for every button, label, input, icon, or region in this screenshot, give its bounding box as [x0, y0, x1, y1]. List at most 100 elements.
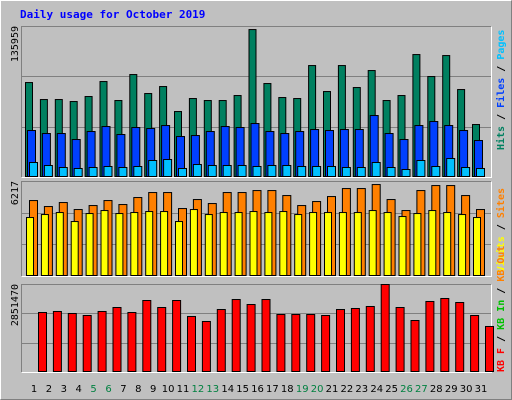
x-tick-label: 13 — [206, 384, 219, 395]
bar — [321, 314, 331, 373]
bar — [103, 166, 113, 178]
x-tick-label: 6 — [105, 384, 111, 395]
bar — [204, 214, 213, 276]
x-tick-label: 28 — [430, 384, 443, 395]
bar — [312, 166, 322, 178]
bar — [187, 315, 196, 372]
legend-entry: Sites — [495, 188, 507, 218]
bar — [145, 211, 154, 277]
legend: KB F / KB In / KB Out — [496, 246, 507, 372]
bar — [336, 309, 345, 373]
bar — [380, 284, 390, 372]
y-tick-label: 2851470 — [10, 284, 21, 326]
legend: Hits / Files / Pages — [495, 30, 507, 150]
bar — [279, 211, 288, 277]
bar — [297, 166, 307, 178]
legend-entry: Visits — [495, 236, 507, 272]
bar — [455, 302, 465, 372]
x-tick-label: 27 — [415, 384, 428, 395]
x-tick-label: 2 — [46, 384, 52, 395]
bar — [425, 300, 435, 373]
bar — [461, 167, 471, 177]
bar — [413, 213, 422, 277]
legend-separator: / — [496, 330, 507, 348]
bar — [395, 307, 405, 373]
bar — [142, 300, 152, 372]
x-tick-label: 5 — [90, 384, 96, 395]
bar — [246, 304, 256, 372]
x-tick-label: 11 — [177, 384, 190, 395]
bar — [386, 167, 396, 177]
bar — [115, 213, 124, 277]
bar — [252, 166, 262, 178]
panel-bevel-dark — [21, 26, 492, 178]
legend-entry: KB F — [496, 348, 507, 372]
bar — [163, 159, 173, 178]
legend-entry: Hits — [495, 126, 507, 150]
bar — [446, 158, 456, 177]
bar — [291, 314, 301, 372]
panel-bevel-light — [21, 284, 492, 373]
bar — [443, 212, 452, 276]
bar — [431, 166, 441, 178]
bar — [133, 166, 143, 178]
bar — [58, 167, 68, 177]
bar — [175, 221, 183, 276]
bar — [73, 168, 83, 178]
bar — [67, 312, 77, 373]
bar — [309, 212, 318, 276]
bar — [216, 309, 226, 373]
bar — [353, 212, 362, 276]
x-tick-label: 16 — [251, 384, 264, 395]
bar — [234, 212, 243, 276]
bar — [473, 217, 481, 276]
bar — [365, 305, 375, 372]
x-tick-label: 29 — [445, 384, 458, 395]
bar — [470, 314, 480, 373]
bar — [410, 319, 420, 372]
bar — [276, 314, 286, 372]
x-tick-label: 15 — [236, 384, 249, 395]
bar — [261, 299, 271, 373]
x-tick-label: 10 — [162, 384, 175, 395]
x-tick-label: 22 — [341, 384, 354, 395]
bar — [356, 167, 366, 177]
bar — [148, 160, 158, 177]
bar — [157, 307, 167, 373]
legend-entry: Pages — [496, 30, 507, 60]
x-tick-label: 21 — [326, 384, 339, 395]
legend-separator: / — [496, 108, 507, 126]
bar — [440, 297, 450, 372]
bar — [88, 167, 98, 177]
x-tick-label: 4 — [76, 384, 82, 395]
x-tick-label: 18 — [281, 384, 294, 395]
bar — [40, 214, 49, 276]
legend-separator: / — [496, 218, 507, 236]
bar — [52, 310, 62, 373]
chart-title: Daily usage for October 2019 — [20, 8, 205, 21]
bar — [267, 165, 277, 177]
bar — [70, 221, 79, 276]
bar — [127, 312, 137, 372]
x-tick-label: 1 — [31, 384, 37, 395]
x-tick-label: 9 — [150, 384, 156, 395]
bar — [82, 314, 92, 373]
bar — [130, 212, 139, 276]
legend-separator: / — [496, 60, 507, 78]
y-tick-label: 135959 — [10, 26, 21, 62]
bar — [100, 210, 109, 277]
legend-entry: Files — [495, 78, 507, 108]
panel-bevel-dark — [21, 284, 492, 373]
bar — [428, 210, 437, 277]
x-tick-label: 17 — [266, 384, 279, 395]
x-tick-label: 3 — [61, 384, 67, 395]
bar — [172, 300, 182, 372]
bar — [485, 325, 494, 372]
bar — [324, 212, 332, 276]
bar — [43, 165, 53, 177]
bar — [38, 312, 47, 372]
bar — [476, 168, 485, 178]
bar — [282, 165, 292, 177]
legend-separator: / — [496, 282, 507, 300]
